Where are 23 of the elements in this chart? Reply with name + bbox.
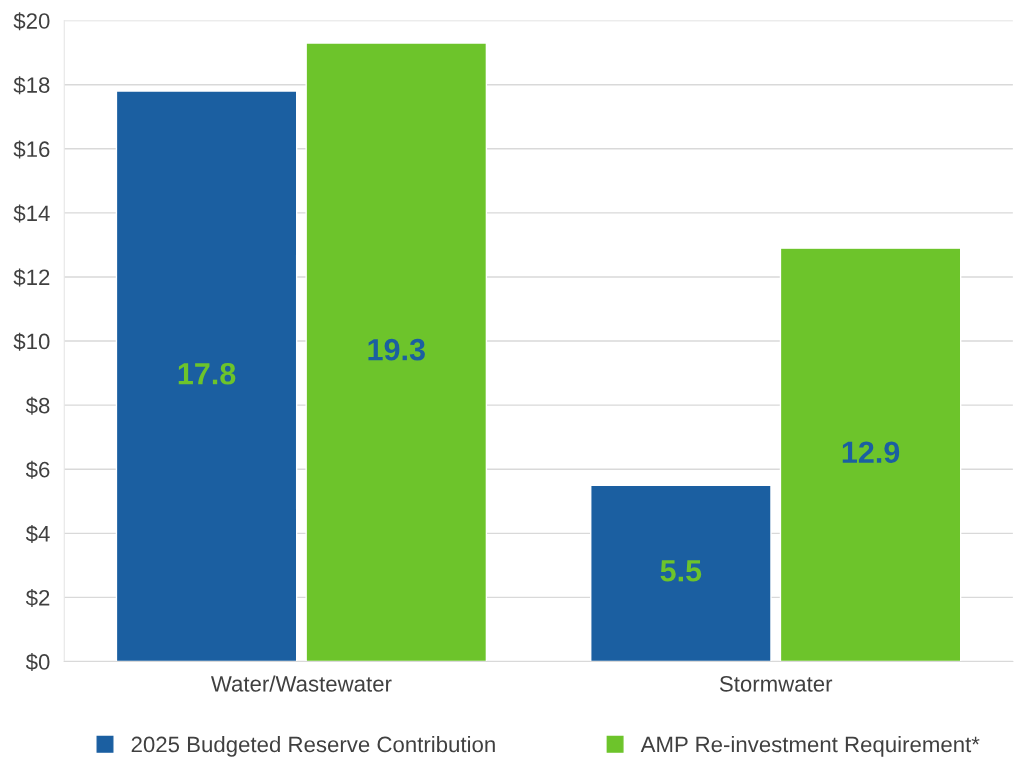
x-tick-label: Water/Wastewater [210,675,392,692]
y-tick-label: $8 [25,396,50,415]
bar [779,247,962,662]
y-tick-label: $10 [13,332,50,351]
data-label: 17.8 [178,362,236,385]
x-tick-label: Stormwater [719,676,833,692]
y-tick-label: $6 [25,460,50,479]
data-label: 19.3 [368,338,425,361]
bar [590,484,772,662]
data-label: 5.5 [660,560,702,582]
y-tick-label: $18 [13,76,50,95]
y-tick-label: $0 [25,653,50,672]
y-tick-label: $20 [13,12,50,31]
y-tick-label: $4 [25,524,50,543]
y-tick-label: $2 [25,589,50,608]
y-tick-label: $12 [13,268,50,287]
legend-label: 2025 Budgeted Reserve Contribution [131,736,495,757]
y-tick-label: $14 [13,204,50,223]
bar [115,90,298,662]
bar [305,42,488,662]
data-label: 12.9 [842,441,900,464]
y-tick-label: $16 [13,140,50,159]
legend-label: AMP Re-investment Requirement* [640,736,980,757]
